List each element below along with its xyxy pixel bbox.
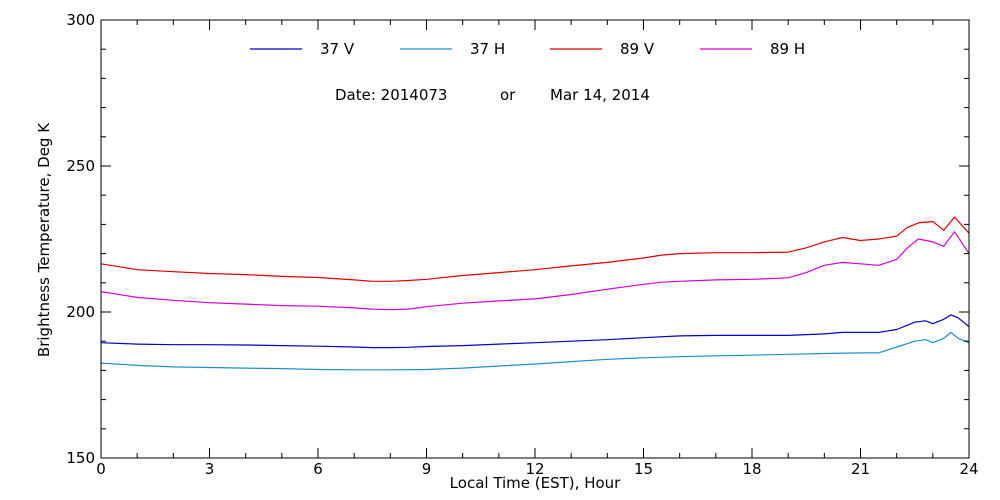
- series-layer: [100, 216, 970, 371]
- x-tick-label: 21: [851, 460, 870, 478]
- x-tick-label: 6: [313, 460, 323, 478]
- y-axis-label: Brightness Temperature, Deg K: [35, 122, 53, 357]
- series-line-37-v: [100, 314, 970, 349]
- x-tick-label: 12: [525, 460, 544, 478]
- y-tick-label: 300: [66, 11, 95, 29]
- or-label: or: [500, 86, 516, 104]
- x-tick-label: 3: [205, 460, 215, 478]
- ticks-layer: 0 3 6 9 12 15 18 21 24 150 200 250 300: [66, 11, 978, 478]
- series-line-89-v: [100, 216, 970, 282]
- legend-label-89-v: 89 V: [620, 40, 655, 58]
- y-tick-label: 150: [66, 449, 95, 467]
- legend: 37 V 37 H 89 V 89 H: [250, 40, 805, 58]
- x-tick-label: 0: [96, 460, 106, 478]
- series-line-37-h: [100, 331, 970, 371]
- date-label: Date: 2014073: [335, 86, 447, 104]
- series-line-89-h: [100, 231, 970, 311]
- x-tick-label: 24: [959, 460, 978, 478]
- y-tick-label: 200: [66, 303, 95, 321]
- x-tick-label: 15: [634, 460, 653, 478]
- legend-label-37-h: 37 H: [470, 40, 505, 58]
- y-tick-label: 250: [66, 157, 95, 175]
- date-text: Mar 14, 2014: [550, 86, 650, 104]
- x-tick-label: 18: [742, 460, 761, 478]
- legend-label-37-v: 37 V: [320, 40, 355, 58]
- x-tick-label: 9: [422, 460, 432, 478]
- legend-label-89-h: 89 H: [770, 40, 805, 58]
- plot-frame: [100, 19, 970, 459]
- x-axis-label: Local Time (EST), Hour: [450, 474, 621, 492]
